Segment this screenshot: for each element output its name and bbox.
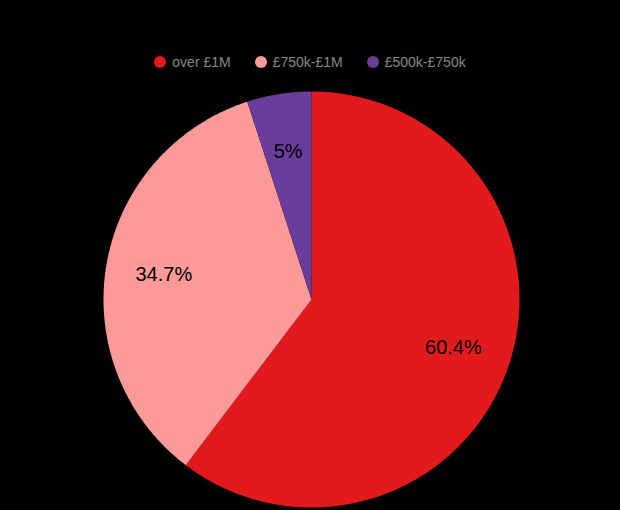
svg-text:5%: 5% [274, 140, 303, 162]
svg-text:34.7%: 34.7% [135, 263, 192, 285]
svg-text:60.4%: 60.4% [425, 336, 482, 358]
html-text:over £1M: over £1M [172, 54, 231, 70]
html-text:£500k-£750k: £500k-£750k [384, 54, 466, 70]
html-text:£750k-£1M: £750k-£1M [272, 54, 343, 70]
